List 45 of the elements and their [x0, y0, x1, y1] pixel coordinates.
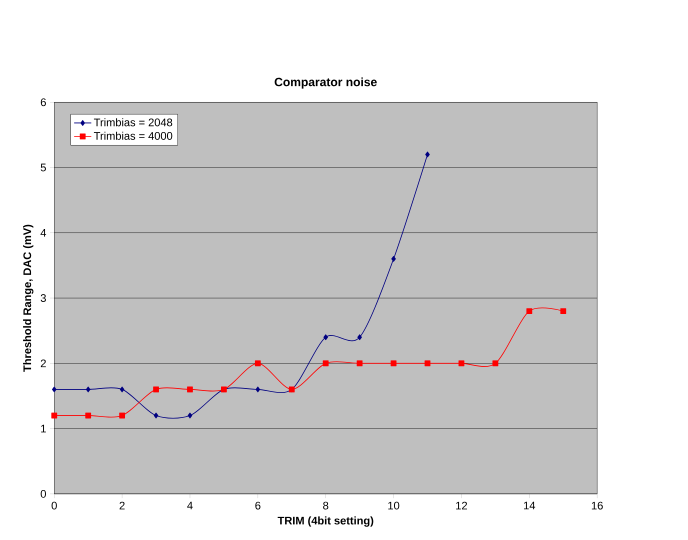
y-tick-label: 0 [40, 490, 46, 498]
point [154, 412, 158, 419]
point [52, 386, 57, 393]
point [85, 412, 92, 419]
point [86, 386, 90, 393]
point [188, 412, 192, 419]
point [187, 386, 193, 393]
y-tick-label: 1 [41, 425, 46, 433]
point [560, 308, 566, 314]
point [526, 308, 532, 314]
x-tick-label: 2 [120, 502, 125, 510]
point [458, 360, 464, 366]
x-tick-label: 14 [524, 502, 536, 510]
point [425, 152, 430, 158]
point [357, 334, 362, 340]
legend-label: Trimbias = 2048 [94, 118, 172, 127]
point [153, 386, 159, 393]
x-axis-title: TRIM (4bit setting) [278, 516, 374, 527]
point [322, 360, 329, 366]
x-tick-label: 6 [255, 502, 260, 510]
x-tick-label: 16 [592, 502, 603, 510]
legend-label: Trimbias = 4000 [94, 132, 172, 140]
point [492, 360, 498, 366]
point [391, 256, 396, 262]
x-tick-label: 4 [187, 502, 193, 510]
point [120, 386, 124, 393]
x-tick-label: 0 [52, 502, 57, 510]
point [256, 386, 260, 393]
point [390, 360, 396, 366]
point [254, 360, 261, 366]
x-tick-label: 8 [323, 502, 328, 510]
x-tick-label: 12 [456, 502, 468, 510]
y-tick-label: 5 [40, 164, 46, 172]
y-tick-label: 3 [40, 294, 46, 302]
point [424, 360, 430, 366]
point [323, 334, 328, 340]
y-axis-title: Threshold Range, DAC (mV) [23, 224, 34, 372]
chart-title: Comparator noise [274, 78, 377, 89]
y-tick-label: 2 [40, 360, 46, 368]
point [119, 412, 126, 419]
point [356, 360, 363, 366]
point [51, 412, 58, 419]
x-tick-label: 10 [388, 502, 400, 510]
y-tick-label: 4 [40, 229, 46, 237]
y-tick-label: 6 [40, 98, 46, 106]
